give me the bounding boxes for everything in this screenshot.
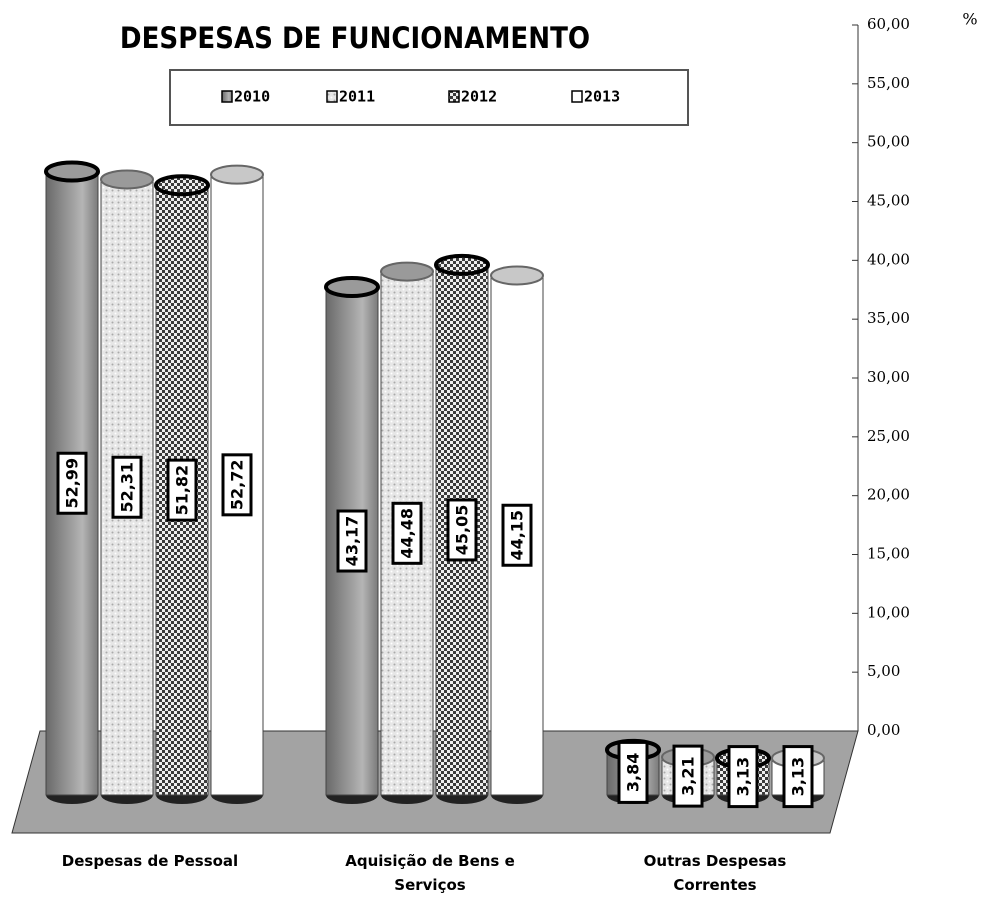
y-tick-label: 25,00: [867, 427, 910, 445]
value-label-text: 44,15: [508, 510, 527, 561]
value-label-text: 51,82: [173, 465, 192, 516]
value-label-text: 52,72: [228, 460, 247, 511]
value-label-box: [221, 453, 253, 517]
value-label-box: [166, 458, 198, 522]
y-tick-label: 55,00: [867, 74, 910, 92]
y-tick-label: 0,00: [867, 721, 900, 739]
cylinder-top: [434, 253, 490, 276]
value-label-text: 52,99: [63, 458, 82, 509]
cylinder: 45,05: [434, 253, 490, 804]
cylinder: 3,13: [715, 745, 771, 809]
x-tick-label: Aquisição de Bens e Serviços: [345, 852, 515, 894]
cylinder: 51,82: [154, 174, 210, 804]
cylinder-top: [324, 276, 380, 299]
y-tick-label: 10,00: [867, 603, 910, 621]
value-label-text: 43,17: [343, 516, 362, 567]
value-label-text: 3,21: [679, 756, 698, 795]
y-tick-label: 15,00: [867, 545, 910, 563]
cylinder: 52,31: [100, 169, 154, 804]
y-tick-label: 60,00: [867, 15, 910, 33]
value-label: 3,84: [617, 740, 649, 804]
value-label-box: [501, 503, 533, 567]
value-label-text: 3,13: [789, 757, 808, 796]
cylinder: 3,21: [661, 744, 715, 808]
value-label: 44,48: [391, 501, 423, 565]
x-tick-label: Outras Despesas Correntes: [643, 852, 787, 894]
value-label-box: [391, 501, 423, 565]
cylinder-top: [100, 169, 154, 190]
value-label: 3,13: [782, 745, 814, 809]
cylinder-top: [154, 174, 210, 197]
value-label-box: [727, 745, 759, 809]
value-label: 3,21: [672, 744, 704, 808]
cylinder: 52,99: [44, 160, 100, 804]
value-label: 51,82: [166, 458, 198, 522]
legend-swatch: [221, 90, 233, 103]
legend-label: 2010: [234, 88, 270, 106]
value-label-text: 44,48: [398, 508, 417, 559]
value-label: 44,15: [501, 503, 533, 567]
cylinder: 44,15: [490, 265, 544, 804]
y-tick-label: 40,00: [867, 250, 910, 268]
legend-swatch: [571, 90, 583, 103]
cylinder-top: [490, 265, 544, 286]
value-label-box: [111, 455, 143, 519]
cylinder: 3,84: [605, 738, 661, 804]
cylinder-top: [380, 261, 434, 282]
y-tick-label: 20,00: [867, 486, 910, 504]
value-label-box: [336, 509, 368, 573]
value-label-text: 52,31: [118, 462, 137, 513]
cylinder: 44,48: [380, 261, 434, 804]
value-label: 3,13: [727, 745, 759, 809]
value-label: 52,72: [221, 453, 253, 517]
value-label-text: 3,13: [734, 757, 753, 796]
legend-swatch: [326, 90, 338, 103]
y-tick-label: 45,00: [867, 192, 910, 210]
legend-box: [169, 69, 689, 126]
y-tick-label: 30,00: [867, 368, 910, 386]
value-label: 45,05: [446, 498, 478, 562]
y-axis-label: %: [962, 10, 977, 29]
value-label-box: [446, 498, 478, 562]
x-tick-label: Despesas de Pessoal: [61, 852, 239, 870]
y-tick-label: 5,00: [867, 662, 900, 680]
cylinder-top: [44, 160, 100, 183]
legend-swatch: [448, 90, 460, 103]
cylinder: 52,72: [210, 164, 264, 804]
cylinder-top: [210, 164, 264, 185]
value-label-box: [672, 744, 704, 808]
legend-label: 2011: [339, 88, 375, 106]
value-label-box: [782, 745, 814, 809]
chart-title: DESPESAS DE FUNCIONAMENTO: [120, 21, 590, 55]
y-tick-label: 50,00: [867, 133, 910, 151]
y-tick-label: 35,00: [867, 309, 910, 327]
value-label: 52,31: [111, 455, 143, 519]
value-label-text: 45,05: [453, 505, 472, 556]
legend-label: 2012: [461, 88, 497, 106]
cylinder: 3,13: [771, 745, 825, 809]
cylinder: 43,17: [324, 276, 380, 804]
value-label: 43,17: [336, 509, 368, 573]
legend-label: 2013: [584, 88, 620, 106]
value-label-box: [617, 740, 649, 804]
value-label-text: 3,84: [624, 753, 643, 792]
value-label: 52,99: [56, 451, 88, 515]
value-label-box: [56, 451, 88, 515]
